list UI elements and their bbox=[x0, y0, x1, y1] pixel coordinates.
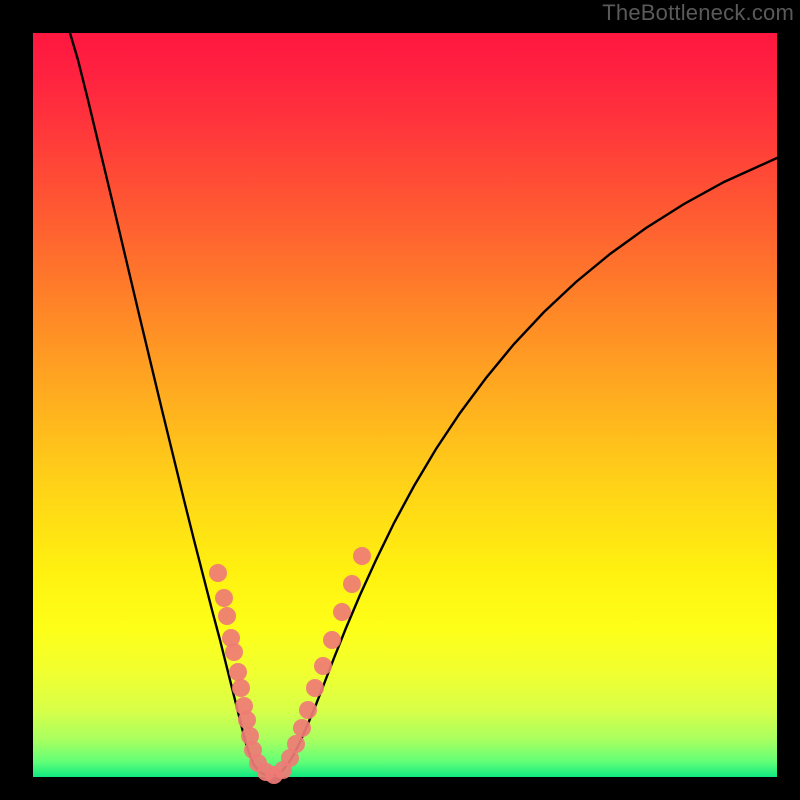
data-marker bbox=[232, 679, 250, 697]
data-marker bbox=[238, 711, 256, 729]
data-marker bbox=[323, 631, 341, 649]
data-marker bbox=[343, 575, 361, 593]
data-marker bbox=[215, 589, 233, 607]
data-marker bbox=[229, 663, 247, 681]
data-marker bbox=[218, 607, 236, 625]
data-marker bbox=[314, 657, 332, 675]
watermark-text: TheBottleneck.com bbox=[602, 0, 794, 26]
data-markers bbox=[209, 547, 371, 784]
chart-svg bbox=[0, 0, 800, 800]
data-marker bbox=[287, 735, 305, 753]
data-marker bbox=[306, 679, 324, 697]
data-marker bbox=[333, 603, 351, 621]
data-marker bbox=[209, 564, 227, 582]
data-marker bbox=[299, 701, 317, 719]
curve-right-branch bbox=[270, 158, 777, 776]
data-marker bbox=[225, 643, 243, 661]
data-marker bbox=[293, 719, 311, 737]
plot-area bbox=[33, 33, 777, 777]
data-marker bbox=[353, 547, 371, 565]
